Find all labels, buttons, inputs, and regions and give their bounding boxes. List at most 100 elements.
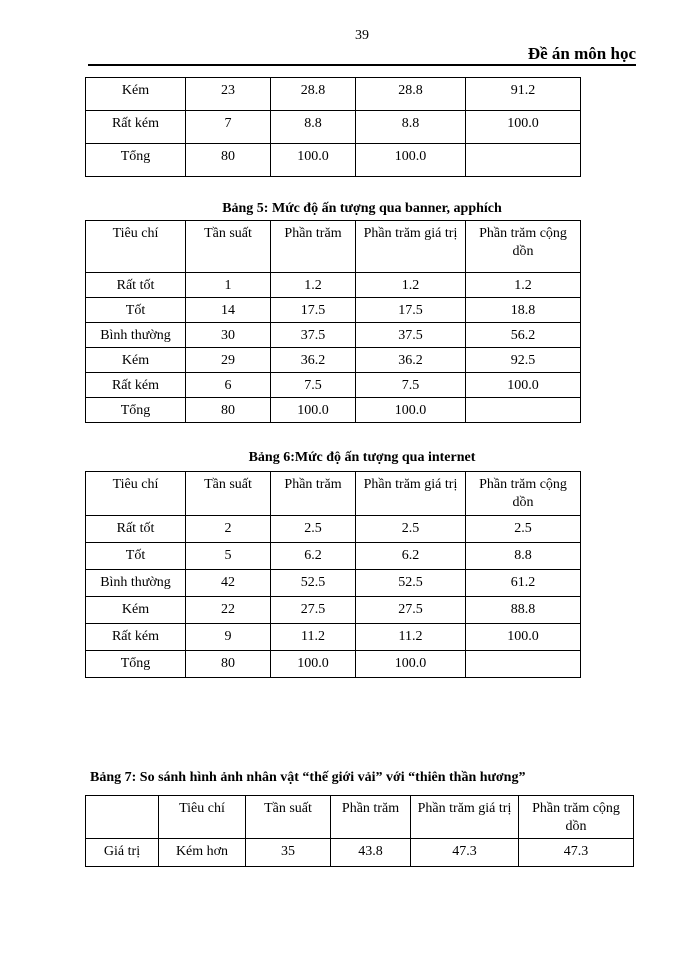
table-cell: Tổng: [85, 397, 186, 423]
table-cell: 2.5: [465, 515, 581, 543]
table-cell: 2.5: [355, 515, 466, 543]
table-cell: 100.0: [270, 397, 356, 423]
table-cell: 6: [185, 372, 271, 398]
table-cell: 37.5: [270, 322, 356, 348]
header-row: Tiêu chí Tần suất Phần trăm Phần trăm giá t…: [85, 795, 634, 839]
table-cell: 11.2: [270, 623, 356, 651]
table-cell: 27.5: [355, 596, 466, 624]
header-row: Tiêu chí Tần suất Phần trăm Phần trăm giá t…: [85, 471, 581, 516]
table-cell: 17.5: [355, 297, 466, 323]
table-cell: Rất tốt: [85, 272, 186, 298]
header-cell: Tiêu chí: [85, 220, 186, 273]
header-cell: Phần trăm cộng dồn: [465, 220, 581, 273]
table-row: Rất tốt 1 1.2 1.2 1.2: [85, 272, 581, 298]
table-cell: Rất tốt: [85, 515, 186, 543]
table-row: Tổng 80 100.0 100.0: [85, 650, 581, 678]
table-cell: Tổng: [85, 143, 186, 177]
table-row: Giá trị Kém hơn 35 43.8 47.3 47.3: [85, 838, 634, 867]
table-cell: 47.3: [518, 838, 634, 867]
header-cell: Phần trăm giá trị: [410, 795, 519, 839]
table-cell: Bình thường: [85, 322, 186, 348]
page-number: 39: [355, 28, 369, 43]
table-cell: 100.0: [465, 110, 581, 144]
table5: Tiêu chí Tần suất Phần trăm Phần trăm giá t…: [85, 220, 581, 423]
header-cell: Phần trăm giá trị: [355, 220, 466, 273]
table-row: Kém 29 36.2 36.2 92.5: [85, 347, 581, 373]
header-rule: [88, 64, 636, 66]
table-cell: 100.0: [355, 143, 466, 177]
table-cell: 35: [245, 838, 331, 867]
table-cell: 30: [185, 322, 271, 348]
table-cell: 28.8: [355, 77, 466, 111]
table-cell: Rất kém: [85, 623, 186, 651]
table-cell: 100.0: [465, 623, 581, 651]
header-cell: Phần trăm cộng dồn: [465, 471, 581, 516]
header-title: Đề án môn học: [527, 44, 636, 63]
table-cell: [465, 143, 581, 177]
table-cell: Kém: [85, 347, 186, 373]
header-cell: Tiêu chí: [158, 795, 246, 839]
table-cell: 36.2: [270, 347, 356, 373]
table-cell: 100.0: [465, 372, 581, 398]
table-cell: 52.5: [355, 569, 466, 597]
table-cell: 1.2: [355, 272, 466, 298]
table-cell: 17.5: [270, 297, 356, 323]
table-cell: 2: [185, 515, 271, 543]
table5-caption: Bảng 5: Mức độ ấn tượng qua banner, apph…: [222, 201, 502, 216]
table-cell: 43.8: [330, 838, 411, 867]
header-cell: Tần suất: [185, 471, 271, 516]
header-cell: [85, 795, 159, 839]
table-cell: Tốt: [85, 542, 186, 570]
table6: Tiêu chí Tần suất Phần trăm Phần trăm giá t…: [85, 471, 581, 678]
table7-caption: Bảng 7: So sánh hình ảnh nhân vật “thế g…: [90, 770, 526, 785]
table-cell: 37.5: [355, 322, 466, 348]
table-cell: 18.8: [465, 297, 581, 323]
table-row: Rất kém 9 11.2 11.2 100.0: [85, 623, 581, 651]
table-cell: 7.5: [270, 372, 356, 398]
table-cell: 27.5: [270, 596, 356, 624]
table-cell: 9: [185, 623, 271, 651]
table-row: Tổng 80 100.0 100.0: [85, 143, 581, 177]
table-cell: 29: [185, 347, 271, 373]
table-cell: Bình thường: [85, 569, 186, 597]
table-cell: 14: [185, 297, 271, 323]
table-cell: Tốt: [85, 297, 186, 323]
header-cell: Phần trăm: [330, 795, 411, 839]
table-row: Rất kém 6 7.5 7.5 100.0: [85, 372, 581, 398]
table-cell: 28.8: [270, 77, 356, 111]
table-cell: Tổng: [85, 650, 186, 678]
table-cell: [465, 650, 581, 678]
table-cell: 52.5: [270, 569, 356, 597]
table-cell: 80: [185, 143, 271, 177]
header-cell: Phần trăm giá trị: [355, 471, 466, 516]
header-cell: Phần trăm cộng dồn: [518, 795, 634, 839]
header-cell: Tiêu chí: [85, 471, 186, 516]
table-cell: 2.5: [270, 515, 356, 543]
table-row: Kém 23 28.8 28.8 91.2: [85, 77, 581, 111]
table-cell: 100.0: [270, 143, 356, 177]
table-cell: 8.8: [270, 110, 356, 144]
table-cell: 8.8: [355, 110, 466, 144]
table-cell: 23: [185, 77, 271, 111]
table-cell: 6.2: [270, 542, 356, 570]
table-cell: 11.2: [355, 623, 466, 651]
table-cell: 7.5: [355, 372, 466, 398]
table-cell: 7: [185, 110, 271, 144]
table-cell: 56.2: [465, 322, 581, 348]
table-cell: 5: [185, 542, 271, 570]
table-cell: Kém hơn: [158, 838, 246, 867]
table-cell: 100.0: [355, 397, 466, 423]
header-cell: Tần suất: [185, 220, 271, 273]
table-continued: Kém 23 28.8 28.8 91.2 Rất kém 7 8.8 8.8 100.0 Tổng…: [85, 77, 581, 177]
table-cell: 42: [185, 569, 271, 597]
table-cell: 80: [185, 397, 271, 423]
table-cell: 8.8: [465, 542, 581, 570]
table-cell: 88.8: [465, 596, 581, 624]
table-row: Tốt 14 17.5 17.5 18.8: [85, 297, 581, 323]
table-cell: Rất kém: [85, 372, 186, 398]
table-cell: 6.2: [355, 542, 466, 570]
table-cell: 61.2: [465, 569, 581, 597]
table-row: Kém 22 27.5 27.5 88.8: [85, 596, 581, 624]
table-row: Tổng 80 100.0 100.0: [85, 397, 581, 423]
table-cell: Rất kém: [85, 110, 186, 144]
